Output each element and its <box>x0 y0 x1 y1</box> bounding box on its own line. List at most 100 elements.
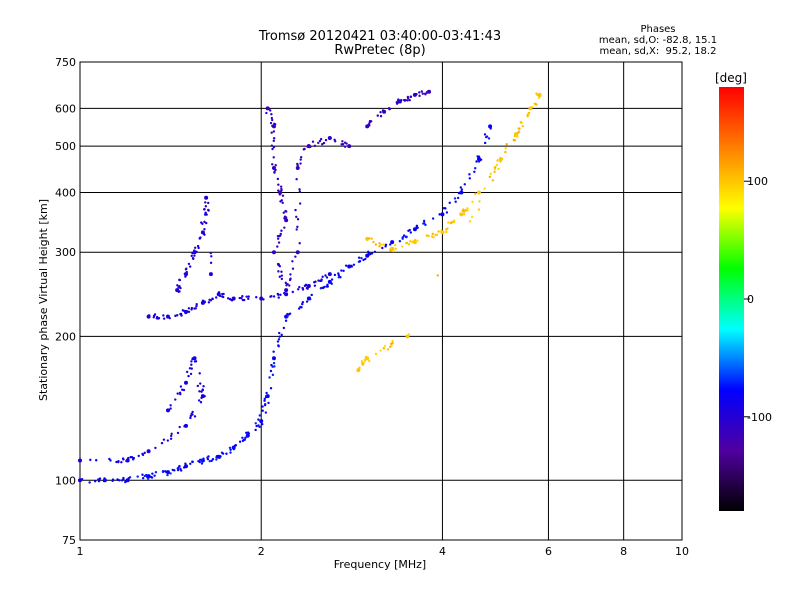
scatter-dot <box>321 286 324 289</box>
scatter-dot <box>286 282 289 286</box>
scatter-dot <box>526 115 529 118</box>
scatter-dot <box>391 342 394 345</box>
data-point <box>184 380 189 385</box>
scatter-dot <box>183 425 186 428</box>
scatter-dot <box>190 367 193 370</box>
scatter-dot <box>232 446 235 449</box>
scatter-dot <box>210 255 213 258</box>
scatter-dot <box>190 308 193 311</box>
scatter-dot <box>254 428 257 432</box>
scatter-dot <box>255 424 258 428</box>
scatter-dot <box>489 127 492 130</box>
scatter-dot <box>345 142 348 145</box>
scatter-dot <box>265 111 268 115</box>
scatter-dot <box>341 140 344 143</box>
scatter-dot <box>277 293 280 296</box>
scatter-dot <box>160 441 164 445</box>
scatter-dot <box>376 114 379 117</box>
scatter-dot <box>219 455 222 458</box>
scatter-dot <box>398 239 402 243</box>
data-point <box>327 272 332 277</box>
scatter-dot <box>225 452 228 455</box>
scatter-dot <box>521 124 525 128</box>
scatter-dot <box>306 287 309 290</box>
scatter-dot <box>238 296 241 300</box>
scatter-dot <box>263 399 266 402</box>
scatter-dot <box>459 186 462 189</box>
scatter-dot <box>295 228 298 231</box>
scatter-dot <box>162 314 165 317</box>
scatter-dot <box>414 227 418 231</box>
scatter-dot <box>189 416 192 420</box>
scatter-dot <box>178 278 182 282</box>
x-tick-label: 6 <box>545 545 552 558</box>
scatter-dot <box>207 201 210 205</box>
data-point <box>327 279 332 284</box>
scatter-dot <box>222 292 225 296</box>
scatter-dot <box>280 333 283 337</box>
scatter-dot <box>187 374 190 378</box>
scatter-dot <box>483 187 486 190</box>
scatter-dot <box>398 100 402 103</box>
scatter-dot <box>254 422 257 425</box>
scatter-dot <box>460 188 464 191</box>
x-tick-label: 10 <box>675 545 689 558</box>
scatter-dot <box>382 243 385 246</box>
y-tick-label: 75 <box>62 534 76 547</box>
scatter-dot <box>515 134 518 138</box>
scatter-dot <box>280 199 283 202</box>
scatter-dot <box>189 414 192 418</box>
scatter-dot <box>174 398 177 401</box>
scatter-dot <box>489 172 492 176</box>
scatter-dot <box>261 423 264 426</box>
scatter-dot <box>378 245 381 248</box>
scatter-dot <box>176 284 179 287</box>
scatter-dot <box>188 367 192 370</box>
scatter-dot <box>204 201 207 204</box>
scatter-dot <box>203 220 206 224</box>
scatter-dot <box>193 246 197 250</box>
scatter-dot <box>183 310 187 313</box>
scatter-dot <box>466 207 469 210</box>
scatter-dot <box>80 478 84 481</box>
scatter-dot <box>98 477 102 480</box>
scatter-dot <box>277 270 280 273</box>
scatter-dot <box>161 470 165 474</box>
scatter-dot <box>162 317 166 320</box>
scatter-dot <box>193 360 197 363</box>
scatter-dot <box>116 478 119 481</box>
scatter-dot <box>324 138 328 142</box>
colorbar-ticks: 100 0 -100 <box>744 175 772 424</box>
scatter-dot <box>272 145 276 149</box>
scatter-dot <box>405 241 409 245</box>
scatter-dot <box>421 92 424 95</box>
scatter-dot <box>157 317 161 320</box>
scatter-dot <box>298 202 302 205</box>
scatter-dot <box>406 97 410 100</box>
scatter-dot <box>271 373 275 377</box>
scatter-dot <box>276 237 280 240</box>
scatter-dot <box>325 285 328 288</box>
scatter-dot <box>431 232 435 236</box>
scatter-dot <box>167 408 171 412</box>
scatter-dot <box>200 396 203 400</box>
scatter-dot <box>169 437 173 441</box>
scatter-dot <box>209 261 213 265</box>
scatter-dot <box>300 306 303 309</box>
data-point <box>208 272 213 277</box>
data-point <box>78 458 82 463</box>
scatter-dot <box>382 347 386 350</box>
scatter-dot <box>247 295 250 298</box>
scatter-dot <box>358 260 362 263</box>
scatter-dot <box>389 247 392 250</box>
scatter-dot <box>264 411 268 414</box>
scatter-dot <box>278 193 282 196</box>
scatter-dot <box>203 394 206 398</box>
scatter-dot <box>197 246 200 250</box>
scatter-dot <box>166 439 170 442</box>
y-tick-label: 200 <box>55 330 76 343</box>
scatter-dot <box>505 143 508 146</box>
scatter-dot <box>196 384 200 388</box>
scatter-dot <box>184 462 187 465</box>
scatter-dot <box>378 242 381 245</box>
